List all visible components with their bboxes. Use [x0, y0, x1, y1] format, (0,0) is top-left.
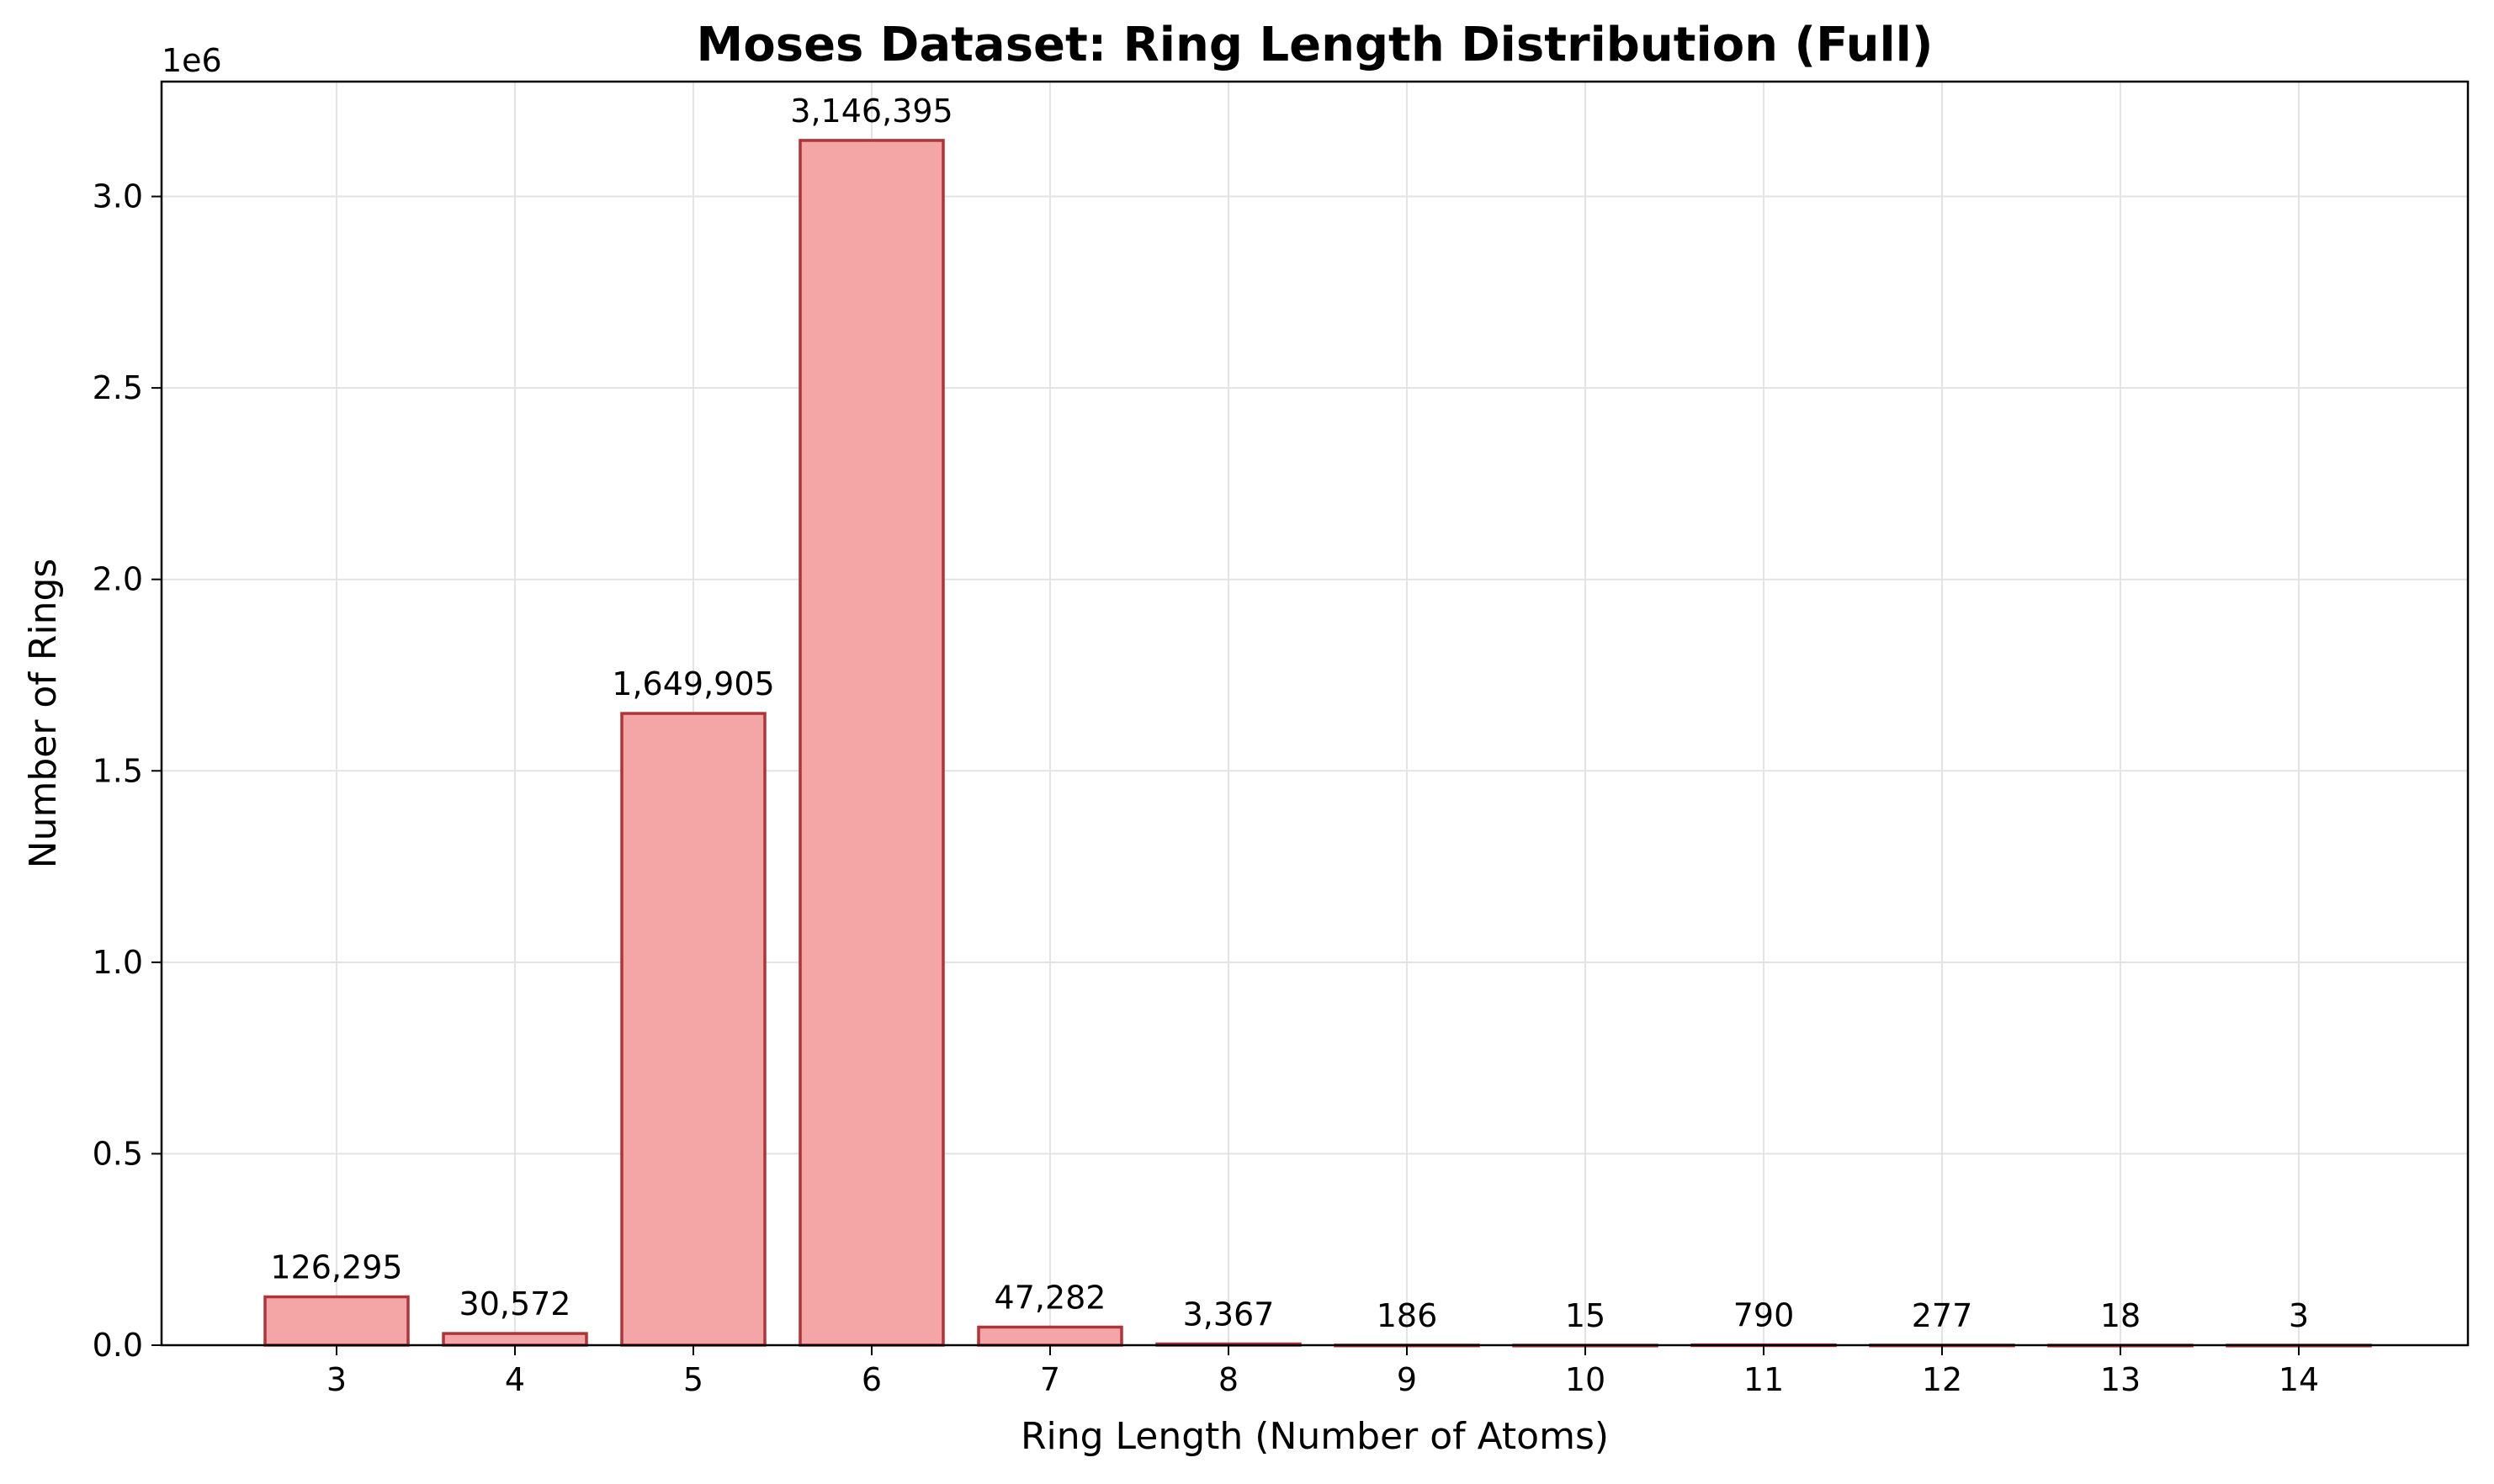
y-tick-label: 2.5 — [93, 369, 143, 406]
bar-value-label: 790 — [1733, 1297, 1795, 1334]
bar-value-label: 30,572 — [459, 1285, 571, 1322]
x-tick-label: 10 — [1565, 1361, 1605, 1398]
bar — [263, 1295, 410, 1347]
y-tick-label: 1.0 — [93, 944, 143, 981]
x-axis-label: Ring Length (Number of Atoms) — [1021, 1415, 1609, 1458]
bar-value-label: 15 — [1565, 1297, 1605, 1334]
y-axis-multiplier: 1e6 — [162, 42, 222, 79]
bar — [977, 1325, 1123, 1347]
bar — [799, 139, 945, 1347]
x-tick-label: 13 — [2100, 1361, 2141, 1398]
x-tick-label: 9 — [1397, 1361, 1417, 1398]
x-tick-label: 3 — [326, 1361, 347, 1398]
x-tick-label: 11 — [1743, 1361, 1784, 1398]
data-labels: 126,295 30,572 1,649,905 3,146,395 47,282 3,3… — [270, 93, 2309, 1334]
bar-value-label: 18 — [2100, 1297, 2141, 1334]
bar-value-label: 186 — [1377, 1297, 1438, 1334]
y-tick-label: 0.5 — [93, 1135, 143, 1172]
bar-value-label: 1,649,905 — [612, 665, 774, 702]
y-tick-label: 0.0 — [93, 1327, 143, 1364]
bar-value-label: 277 — [1912, 1297, 1973, 1334]
x-tick-label: 8 — [1218, 1361, 1239, 1398]
x-tick-label: 7 — [1040, 1361, 1060, 1398]
x-tick-label: 4 — [505, 1361, 525, 1398]
bar-value-label: 47,282 — [995, 1279, 1106, 1316]
y-tick-label: 1.5 — [93, 752, 143, 789]
bar-value-label: 3 — [2289, 1297, 2309, 1334]
y-axis-label: Number of Rings — [22, 559, 65, 869]
y-tick-label: 3.0 — [93, 178, 143, 215]
bar-value-label: 3,146,395 — [790, 93, 952, 130]
bar-value-label: 126,295 — [270, 1249, 402, 1286]
plot-frame — [160, 80, 2470, 1347]
bar-value-label: 3,367 — [1183, 1296, 1275, 1333]
chart-title: Moses Dataset: Ring Length Distribution … — [697, 18, 1934, 72]
x-tick-label: 6 — [862, 1361, 882, 1398]
y-axis-ticks: 0.0 0.5 1.0 1.5 2.0 2.5 3.0 — [93, 178, 162, 1364]
x-tick-label: 14 — [2279, 1361, 2319, 1398]
bar — [442, 1332, 588, 1347]
grid-lines — [162, 82, 2468, 1346]
x-tick-label: 12 — [1922, 1361, 1962, 1398]
y-tick-label: 2.0 — [93, 561, 143, 598]
bar — [620, 712, 767, 1347]
x-axis-ticks: 3 4 5 6 7 8 9 10 11 12 13 14 — [326, 1345, 2319, 1398]
bars — [263, 139, 2372, 1348]
x-tick-label: 5 — [683, 1361, 703, 1398]
